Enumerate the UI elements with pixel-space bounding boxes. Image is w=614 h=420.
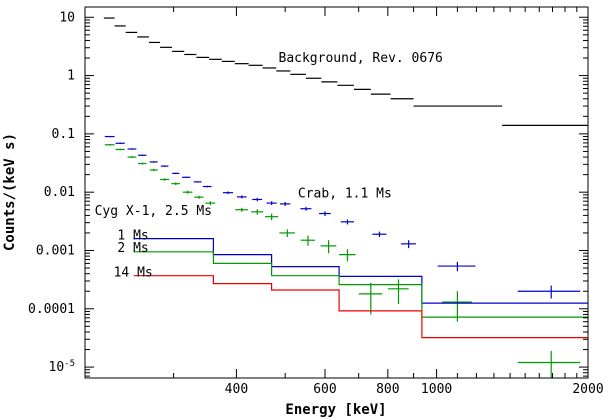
series-4 [133,251,588,318]
x-tick-label: 400 [225,382,248,397]
y-tick-label: 1 [67,69,75,84]
x-tick-label: 600 [313,382,336,397]
series-1 [104,135,581,299]
series-layer [103,17,588,378]
series-2 [104,144,581,378]
y-tick-label: 10 [59,10,75,25]
y-tick-label: 0.1 [52,127,75,142]
y-tick-label: 0.0001 [28,302,75,317]
y-tick-label: 0.001 [36,243,75,258]
x-tick-label: 800 [376,382,399,397]
annotation-label: Crab, 1.1 Ms [298,186,392,201]
annotation-label: Cyg X-1, 2.5 Ms [95,204,212,219]
x-tick-label: 1000 [421,382,452,397]
annotation-label: 1 Ms [117,229,148,244]
x-tick-label: 2000 [572,382,603,397]
y-tick-label: 10-5 [49,359,76,375]
series-0 [103,17,588,126]
y-tick-label-exponent: -5 [64,359,75,369]
y-axis-title: Counts/(keV s) [2,133,18,251]
annotation-label: Background, Rev. 0676 [279,51,443,66]
y-tick-label-base: 10 [49,360,65,375]
annotation-label: 2 Ms [117,241,148,256]
y-tick-label: 0.01 [44,185,75,200]
x-axis-title: Energy [keV] [285,402,386,418]
annotation-layer: Background, Rev. 0676 Crab, 1.1 Ms Cyg X-1… [95,51,443,280]
series-5 [133,275,588,339]
axes-layer: 400 600 800 1000 2000 10 1 0.1 0.01 0.001 0.0001 10… [28,7,604,397]
step-line [133,251,588,318]
annotation-label: 14 Ms [114,265,153,280]
step-line [133,275,588,339]
